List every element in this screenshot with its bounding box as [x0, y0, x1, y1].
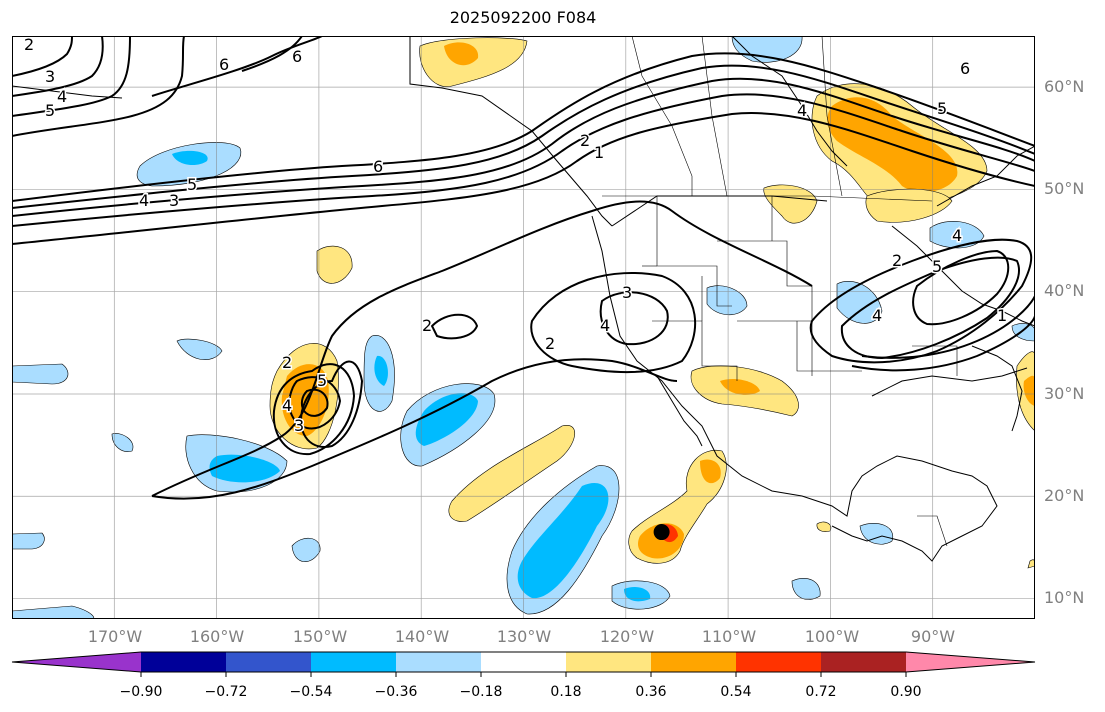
- lon-label-120w: 120°W: [599, 627, 655, 646]
- contour-label: 4: [952, 226, 962, 245]
- storm-center-marker: [653, 524, 670, 541]
- contour-label: 5: [187, 175, 197, 194]
- colorbar-label: 0.36: [635, 684, 667, 700]
- contour-label: 2: [24, 36, 34, 54]
- map-canvas: 2 3 4 5 6 6 6 5 4 3 2 1 4 6 5 2 5 4 3 2: [12, 36, 1035, 619]
- colorbar-label: −0.90: [119, 684, 163, 700]
- lon-label-160w: 160°W: [189, 627, 245, 646]
- contour-label: 1: [594, 143, 604, 162]
- colorbar-segment: [226, 652, 312, 672]
- contour-label: 5: [932, 257, 942, 276]
- lon-label-90w: 90°W: [910, 627, 956, 646]
- lon-label-130w: 130°W: [496, 627, 552, 646]
- lon-label-100w: 100°W: [804, 627, 860, 646]
- contour-label: 4: [797, 101, 807, 120]
- contour-lines: [12, 36, 1035, 500]
- colorbar-segment: [821, 652, 907, 672]
- contour-label: 3: [45, 67, 55, 86]
- positive-anomaly-shading: [269, 37, 1035, 569]
- contour-label: 3: [622, 283, 632, 302]
- colorbar-extend-max: [906, 652, 1035, 672]
- contour-label: 4: [57, 87, 67, 106]
- lon-label-150w: 150°W: [292, 627, 348, 646]
- colorbar-segment: [566, 652, 652, 672]
- contour-label: 2: [545, 334, 555, 353]
- lat-label-30n: 30°N: [1044, 384, 1085, 403]
- contour-label: 2: [282, 353, 292, 372]
- contour-label: 3: [169, 191, 179, 210]
- contour-label: 4: [872, 306, 882, 325]
- contour-label: 2: [422, 316, 432, 335]
- colorbar-segment: [651, 652, 737, 672]
- colorbar-segment: [481, 652, 567, 672]
- contour-label: 1: [997, 306, 1007, 325]
- contour-label: 6: [960, 59, 970, 78]
- colorbar-label: 0.90: [890, 684, 922, 700]
- lat-label-50n: 50°N: [1044, 179, 1085, 198]
- contour-label: 6: [373, 157, 383, 176]
- map-panel: 2 3 4 5 6 6 6 5 4 3 2 1 4 6 5 2 5 4 3 2: [12, 36, 1035, 619]
- contour-label: 6: [219, 55, 229, 74]
- colorbar-label: −0.72: [204, 684, 248, 700]
- colorbar-label: 0.54: [720, 684, 752, 700]
- colorbar-label: −0.54: [289, 684, 333, 700]
- lat-label-20n: 20°N: [1044, 486, 1085, 505]
- lon-label-140w: 140°W: [394, 627, 450, 646]
- lon-label-110w: 110°W: [701, 627, 757, 646]
- lat-label-60n: 60°N: [1044, 77, 1085, 96]
- colorbar-segment: [311, 652, 397, 672]
- colorbar-segment: [141, 652, 227, 672]
- colorbar-label: 0.18: [550, 684, 582, 700]
- colorbar-segment: [736, 652, 822, 672]
- colorbar-extend-min: [12, 652, 141, 672]
- colorbar-label: −0.36: [374, 684, 418, 700]
- contour-label-group: 2 3 4 5 6 6 6 5 4 3 2 1 4 6 5 2 5 4 3 2: [23, 36, 1009, 437]
- contour-label: 4: [282, 396, 292, 415]
- contour-label: 5: [45, 101, 55, 120]
- chart-title: 2025092200 F084: [449, 8, 597, 27]
- contour-label: 4: [139, 191, 149, 210]
- colorbar: [11, 651, 1036, 677]
- contour-label: 4: [600, 316, 610, 335]
- contour-label: 2: [580, 131, 590, 150]
- contour-label: 2: [892, 251, 902, 270]
- lat-label-10n: 10°N: [1044, 588, 1085, 607]
- contour-label: 3: [294, 416, 304, 435]
- colorbar-label: −0.18: [459, 684, 503, 700]
- negative-anomaly-shading: [12, 36, 1035, 619]
- political-borders: [602, 36, 958, 547]
- contour-label: 6: [292, 47, 302, 66]
- colorbar-label: 0.72: [805, 684, 837, 700]
- lat-label-40n: 40°N: [1044, 281, 1085, 300]
- contour-label: 5: [317, 371, 327, 390]
- map-frame: [12, 36, 1035, 619]
- contour-label: 5: [937, 99, 947, 118]
- colorbar-segment: [396, 652, 482, 672]
- lon-label-170w: 170°W: [87, 627, 143, 646]
